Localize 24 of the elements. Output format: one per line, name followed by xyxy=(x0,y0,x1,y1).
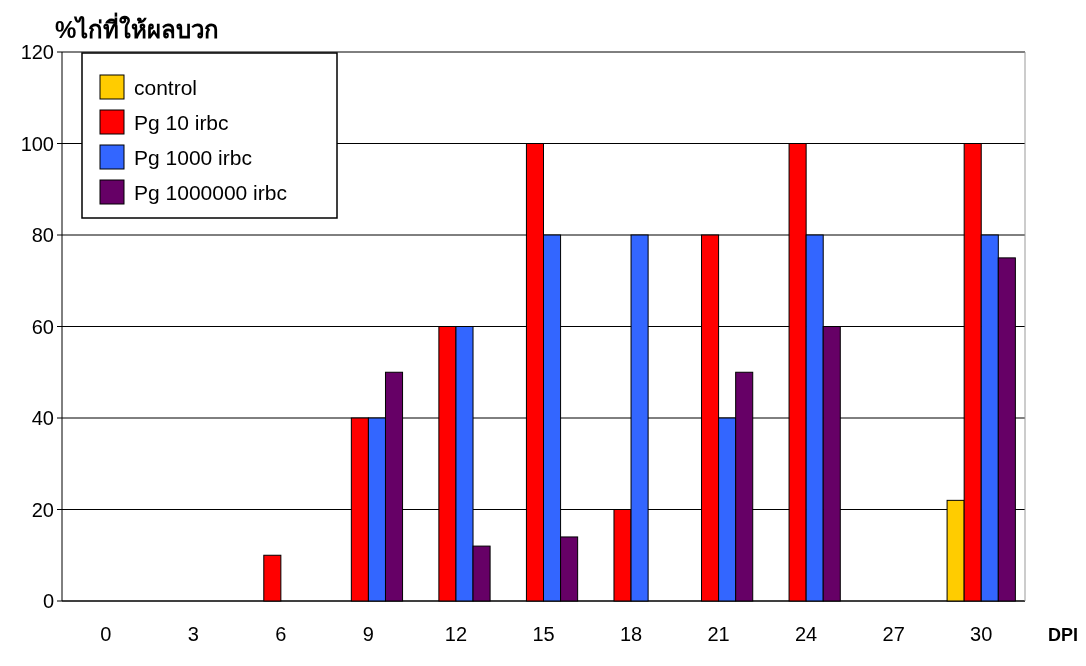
x-tick-label: 3 xyxy=(187,623,199,645)
x-axis-title: DPI xyxy=(1047,625,1078,645)
y-tick-label: 60 xyxy=(31,315,54,338)
x-tick-label: 9 xyxy=(362,623,374,645)
x-tick-label: 21 xyxy=(707,623,730,645)
x-tick-label: 18 xyxy=(619,623,643,645)
y-axis-title: %ไก่ที่ให้ผลบวก xyxy=(55,12,220,43)
y-tick-label: 120 xyxy=(20,41,54,63)
legend-label: Pg 1000 irbc xyxy=(134,146,252,169)
x-tick-label: 24 xyxy=(795,623,818,645)
x-tick-label: 27 xyxy=(882,623,905,645)
y-tick-label: 100 xyxy=(20,132,54,155)
y-tick-label: 40 xyxy=(31,407,54,429)
x-tick-label: 6 xyxy=(275,623,287,645)
y-tick-label: 20 xyxy=(31,498,54,521)
x-tick-label: 12 xyxy=(444,623,468,645)
x-tick-label: 0 xyxy=(100,623,112,645)
y-tick-label: 0 xyxy=(42,590,54,612)
legend-label: Pg 10 irbc xyxy=(134,111,229,134)
x-tick-label: 15 xyxy=(532,623,555,645)
y-tick-label: 80 xyxy=(31,224,54,246)
x-tick-label: 30 xyxy=(970,623,993,645)
legend-label: control xyxy=(134,76,198,99)
legend-label: Pg 1000000 irbc xyxy=(134,181,287,204)
